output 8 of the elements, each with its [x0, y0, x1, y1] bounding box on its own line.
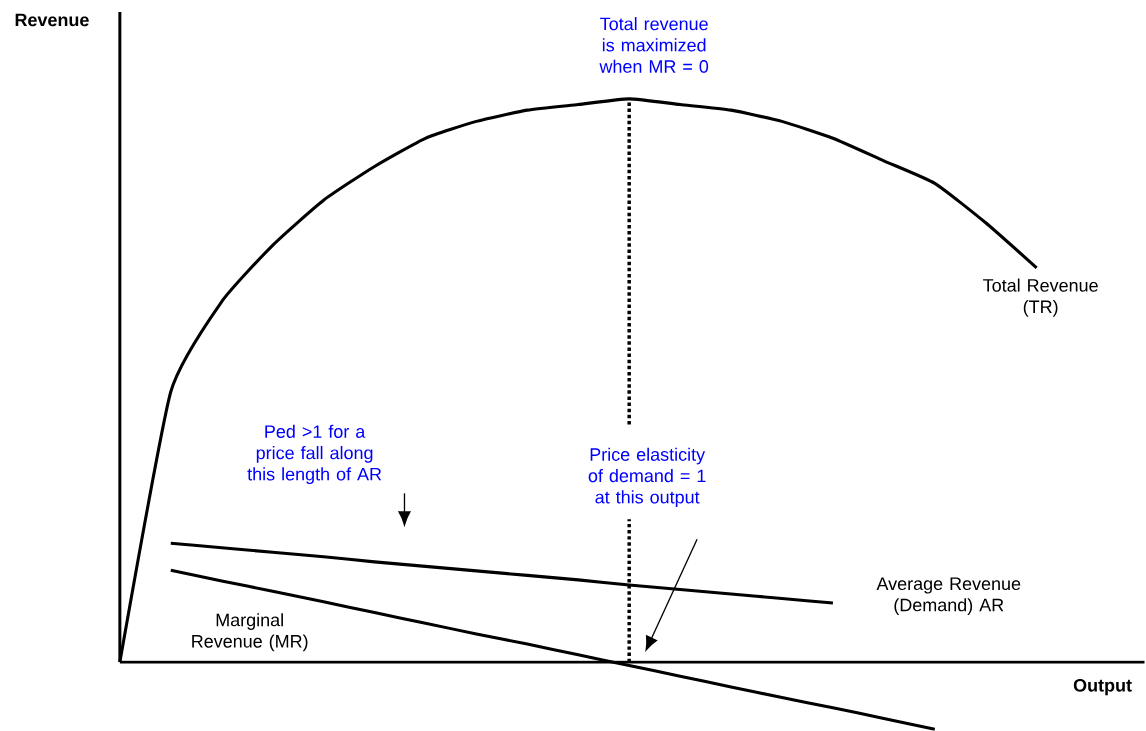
y-axis-title: Revenue [15, 13, 89, 27]
series-label: Marginal Revenue (MR) [192, 613, 308, 652]
annotation: Price elasticity of demand = 1 at this output [588, 447, 706, 508]
text: Average Revenue (Demand) AR [876, 577, 1021, 615]
x-axis-title: Output [1073, 678, 1132, 696]
annotation: Ped >1 for a price fall along this length of AR [247, 424, 382, 485]
text: Total revenue is maximized when MR = 0 [599, 17, 709, 73]
series-label: Total Revenue (TR) [983, 278, 1098, 317]
